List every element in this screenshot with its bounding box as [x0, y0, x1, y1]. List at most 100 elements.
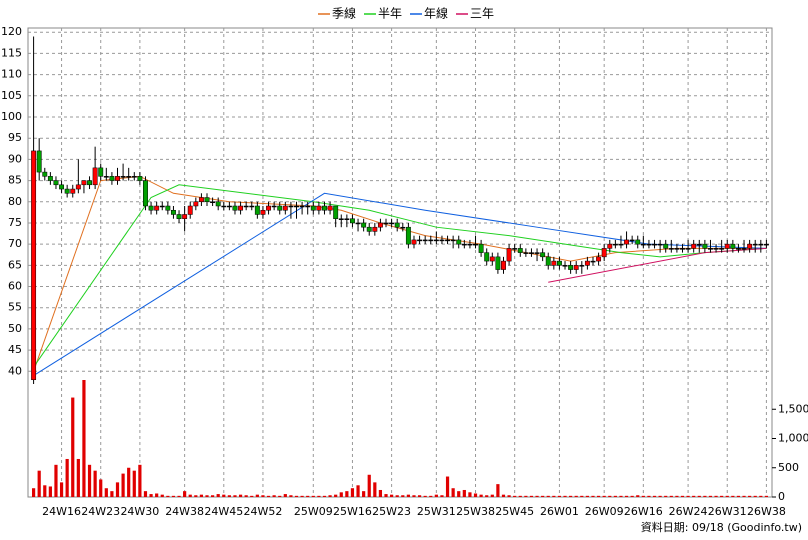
- candle-body: [31, 150, 37, 381]
- volume-bar: [199, 494, 204, 497]
- volume-bar: [233, 495, 237, 497]
- volume-bar: [596, 495, 601, 497]
- volume-bar: [680, 495, 685, 497]
- volume-bar: [434, 494, 438, 497]
- candle-body: [685, 248, 691, 250]
- candle-body: [601, 248, 607, 258]
- volume-bar: [440, 495, 444, 497]
- volume-bar: [748, 495, 752, 497]
- candle-body: [42, 171, 48, 177]
- candle-body: [540, 252, 546, 258]
- y-tick-label: 85: [8, 174, 22, 187]
- candle-body: [170, 209, 176, 215]
- volume-bar: [59, 482, 64, 497]
- volume-bar: [104, 488, 108, 497]
- volume-bar: [445, 476, 450, 497]
- y-tick-label: 100: [1, 110, 22, 123]
- volume-bar: [362, 491, 366, 497]
- volume-bar: [703, 495, 707, 497]
- ma-line: [33, 184, 767, 368]
- candle-body: [198, 197, 204, 203]
- candle-body: [450, 239, 456, 242]
- x-tick-label: 24W23: [81, 505, 120, 518]
- legend-label: 三年: [470, 7, 494, 21]
- volume-bar: [429, 495, 433, 497]
- candle-body: [741, 248, 747, 250]
- candle-body: [355, 222, 361, 225]
- candle-body: [109, 176, 115, 181]
- candle-body: [187, 205, 193, 215]
- volume-bar: [641, 495, 645, 497]
- volume-bar: [127, 467, 131, 497]
- volume-bar: [451, 488, 455, 497]
- candle-body: [747, 243, 753, 249]
- volume-bar: [289, 495, 293, 497]
- candle-body: [562, 265, 568, 267]
- candle-body: [668, 248, 674, 250]
- volume-bar: [110, 491, 114, 497]
- candle-body: [445, 239, 450, 242]
- volume-bar: [121, 473, 125, 497]
- volume-bar: [384, 494, 388, 497]
- volume-bar: [294, 495, 299, 497]
- volume-bar: [82, 380, 86, 497]
- candle-body: [618, 243, 624, 246]
- candle-body: [53, 180, 59, 186]
- volume-bar: [708, 495, 713, 497]
- candle-body: [506, 248, 512, 262]
- volume-bar: [501, 494, 506, 497]
- volume-bar: [43, 485, 47, 497]
- volume-bar: [602, 495, 606, 497]
- volume-bar: [686, 495, 690, 497]
- x-tick-label: 25W09: [294, 505, 333, 518]
- x-tick-label: 25W38: [456, 505, 495, 518]
- candle-body: [344, 218, 350, 220]
- volume-bar: [608, 495, 612, 497]
- candle-body: [708, 248, 713, 250]
- candle-body: [405, 226, 411, 245]
- volume-bar: [183, 491, 187, 497]
- volume-bar: [205, 495, 209, 497]
- candle-body: [327, 205, 333, 211]
- volume-bar: [725, 495, 729, 497]
- x-tick-label: 25W45: [495, 505, 534, 518]
- candle-body: [730, 243, 736, 249]
- candle-body: [556, 260, 562, 266]
- candle-body: [126, 176, 132, 178]
- candle-body: [350, 218, 355, 224]
- volume-bar: [692, 495, 696, 497]
- candle-body: [724, 243, 730, 249]
- volume-bar: [513, 495, 517, 497]
- volume-bar: [675, 495, 679, 497]
- candle-body: [489, 256, 495, 262]
- candle-body: [461, 243, 467, 246]
- candle-body: [221, 205, 227, 208]
- volume-bar: [485, 495, 489, 497]
- volume-bar: [350, 488, 355, 497]
- volume-bar: [697, 495, 701, 497]
- candle-body: [456, 239, 462, 245]
- volume-bar: [731, 495, 735, 497]
- candle-body: [691, 243, 697, 249]
- candle-body: [612, 243, 618, 246]
- x-tick-label: 26W24: [669, 505, 708, 518]
- candle-body: [81, 180, 87, 186]
- candle-body: [226, 205, 232, 208]
- volume-bar: [31, 488, 36, 497]
- volume-bar: [591, 495, 595, 497]
- candle-body: [87, 180, 92, 186]
- candle-body: [758, 243, 764, 246]
- candle-body: [154, 205, 160, 211]
- volume-bar: [188, 494, 192, 497]
- candle-body: [439, 239, 445, 242]
- candle-body: [59, 184, 65, 190]
- candle-body: [478, 243, 484, 253]
- candle-body: [282, 205, 288, 211]
- y-tick-label: 110: [1, 68, 22, 81]
- candle-body: [635, 239, 641, 245]
- candle-body: [165, 205, 171, 211]
- x-tick-label: 24W52: [244, 505, 283, 518]
- volume-bar: [143, 491, 148, 497]
- candle-body: [640, 243, 646, 246]
- volume-bar: [356, 485, 360, 497]
